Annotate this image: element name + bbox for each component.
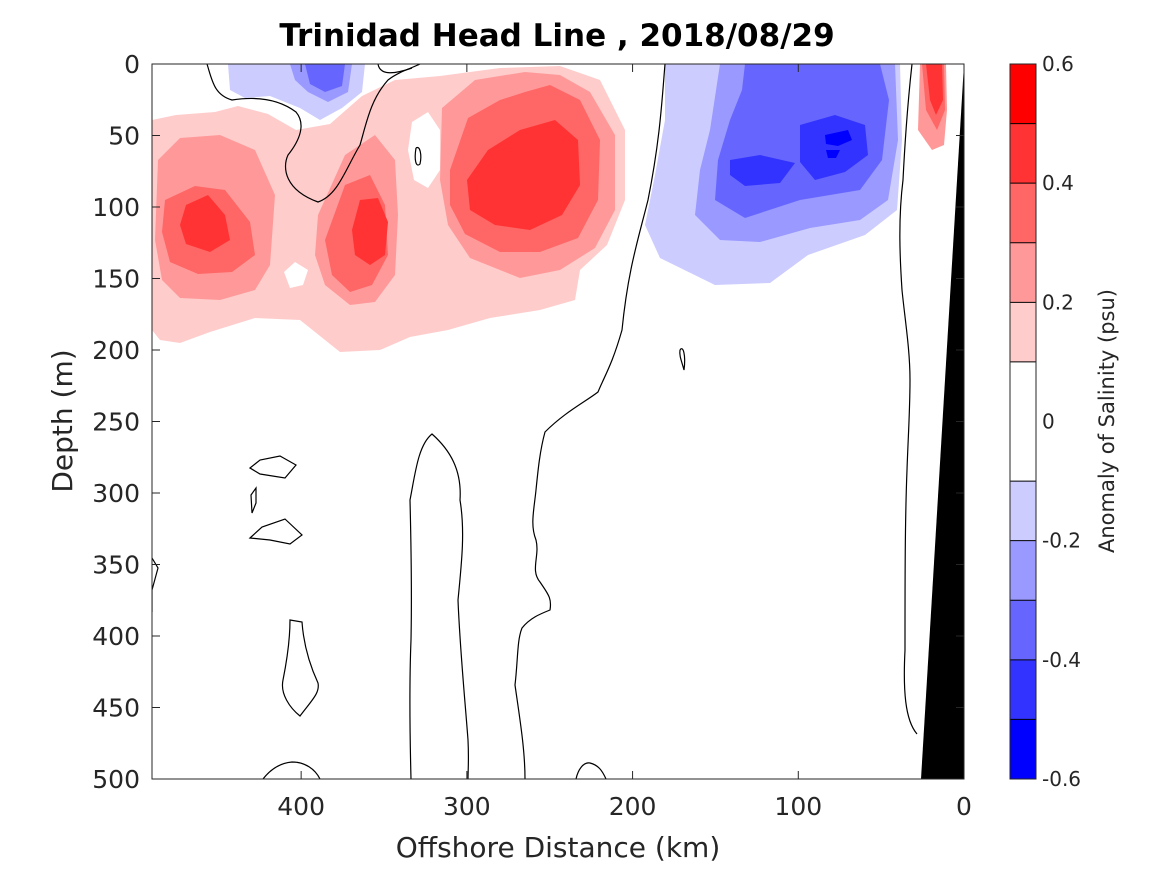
anomaly-level-patch [284,262,308,288]
anomaly-level-patch [826,150,840,158]
zero-contour-lines [152,64,918,779]
colorbar-label: Anomaly of Salinity (psu) [1095,289,1119,553]
colorbar-swatch [1010,600,1036,660]
plot-area [151,63,965,780]
colorbar-tick-label: -0.2 [1042,529,1081,553]
y-tick-label: 350 [92,551,140,580]
anomaly-level-patch [825,130,852,146]
y-tick-label: 300 [92,479,140,508]
y-axis-ticks: 0 50 100 150 200 250 300 350 400 450 500 [92,50,964,794]
zero-contour [409,433,470,779]
y-tick-label: 150 [92,265,140,294]
colorbar-swatch [1010,361,1036,482]
x-axis-label: Offshore Distance (km) [396,831,721,864]
anomaly-level-patch [730,155,795,186]
zero-contour [575,762,607,779]
salinity-anomaly-field [152,64,947,352]
colorbar: 0.6 0.4 0.2 0 -0.2 -0.4 -0.6 [1009,52,1081,791]
colorbar-swatch [1010,719,1036,779]
colorbar-frame [1009,63,1037,780]
anomaly-level-patch [800,115,868,180]
zero-contour [679,348,686,371]
y-tick-label: 200 [92,336,140,365]
zero-contour [281,619,319,717]
colorbar-swatch [1010,183,1036,243]
bathymetry-mask [921,64,964,779]
x-tick-label: 100 [774,792,822,821]
zero-contour [206,64,421,203]
zero-contour [377,64,413,74]
y-tick-label: 500 [92,765,140,794]
zero-contour [899,64,918,735]
zero-contour [250,486,257,514]
y-tick-label: 400 [92,622,140,651]
y-tick-label: 250 [92,408,140,437]
zero-contour [262,761,321,779]
anomaly-level-patch [180,195,230,252]
colorbar-tick-label: -0.4 [1042,648,1081,672]
colorbar-tick-label: 0.4 [1042,171,1074,195]
zero-contour [514,64,666,779]
colorbar-tick-label: -0.6 [1042,767,1081,791]
x-tick-label: 0 [956,792,972,821]
y-tick-label: 450 [92,694,140,723]
zero-contour [152,557,159,612]
colorbar-swatch [1010,481,1036,541]
zero-contour [248,455,297,479]
anomaly-level-patch [467,120,580,230]
colorbar-swatch [1010,659,1036,720]
zero-contour [248,518,303,545]
y-tick-label: 0 [124,50,140,79]
x-tick-label: 200 [609,792,657,821]
chart-title: Trinidad Head Line , 2018/08/29 [279,18,834,54]
y-tick-label: 100 [92,193,140,222]
colorbar-tick-label: 0.6 [1042,52,1074,76]
x-axis-ticks: 400 300 200 100 0 [277,64,972,821]
y-tick-label: 50 [108,122,140,151]
colorbar-swatch [1010,123,1036,184]
anomaly-level-patch [408,112,440,188]
colorbar-tick-label: 0 [1042,410,1055,434]
anomaly-level-patch [352,198,388,265]
colorbar-swatch [1010,242,1036,303]
colorbar-swatch [1010,64,1036,124]
colorbar-tick-label: 0.2 [1042,290,1074,314]
anomaly-level-patch [926,64,943,115]
zero-contour [414,146,422,166]
anomaly-level-patch [305,64,345,92]
x-tick-label: 300 [443,792,491,821]
x-tick-label: 400 [277,792,325,821]
colorbar-swatch [1010,540,1036,601]
y-axis-label: Depth (m) [46,349,79,492]
colorbar-swatch [1010,302,1036,362]
